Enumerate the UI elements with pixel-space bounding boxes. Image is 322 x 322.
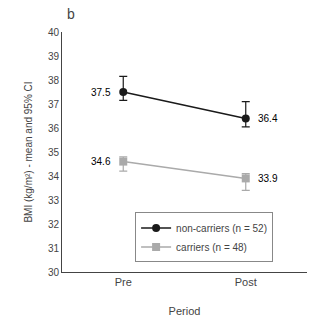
- svg-text:34.6: 34.6: [91, 156, 111, 167]
- svg-text:non-carriers (n = 52): non-carriers (n = 52): [176, 223, 267, 234]
- svg-text:37: 37: [48, 99, 60, 110]
- svg-text:33: 33: [48, 195, 60, 206]
- svg-text:32: 32: [48, 219, 60, 230]
- svg-text:36: 36: [48, 123, 60, 134]
- svg-text:b: b: [67, 6, 75, 22]
- svg-text:BMI (kg/m²) - mean and 95% CI: BMI (kg/m²) - mean and 95% CI: [23, 81, 34, 222]
- svg-text:40: 40: [48, 27, 60, 38]
- svg-text:35: 35: [48, 147, 60, 158]
- svg-text:Period: Period: [169, 305, 201, 317]
- svg-text:carriers (n = 48): carriers (n = 48): [176, 242, 247, 253]
- svg-text:34: 34: [48, 171, 60, 182]
- svg-text:33.9: 33.9: [258, 173, 278, 184]
- svg-text:39: 39: [48, 51, 60, 62]
- svg-text:30: 30: [48, 267, 60, 278]
- svg-text:31: 31: [48, 243, 60, 254]
- svg-text:36.4: 36.4: [258, 113, 278, 124]
- svg-text:38: 38: [48, 75, 60, 86]
- svg-text:37.5: 37.5: [91, 87, 111, 98]
- svg-text:Pre: Pre: [115, 276, 132, 288]
- svg-text:Post: Post: [235, 276, 257, 288]
